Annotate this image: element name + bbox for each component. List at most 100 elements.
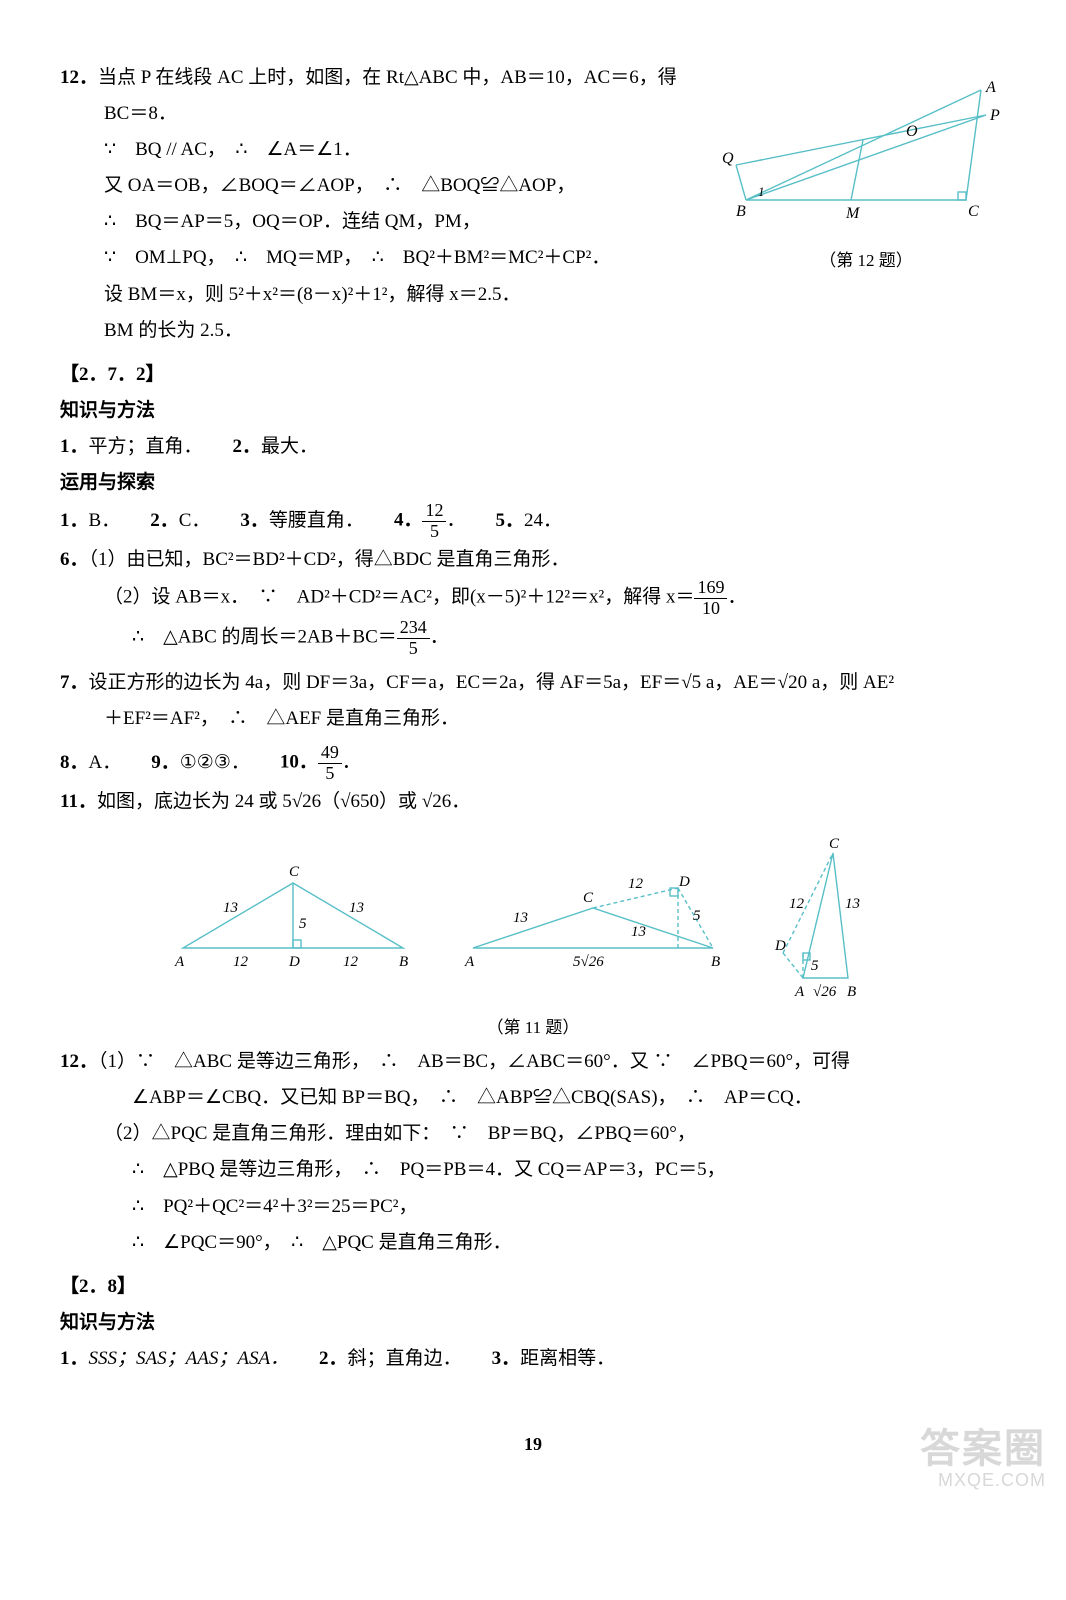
- z2-2n: 2．: [319, 1348, 348, 1369]
- z2-1t: SSS；SAS；AAS；ASA．: [89, 1348, 290, 1369]
- svg-text:D: D: [288, 954, 300, 970]
- a8t: A．: [89, 752, 122, 773]
- svg-text:13: 13: [631, 924, 646, 940]
- a2n: 2．: [150, 510, 179, 531]
- problem-6: 6．（1）由已知，BC²＝BD²＋CD²，得△BDC 是直角三角形． （2）设 …: [60, 542, 1006, 659]
- heading-yyts: 运用与探索: [60, 465, 1006, 501]
- svg-text:C: C: [829, 836, 840, 852]
- answers-8-10: 8．A． 9．①②③． 10．495．: [60, 743, 1006, 784]
- problem-12b: 12．（1）∵ △ABC 是等边三角形， ∴ AB＝BC，∠ABC＝60°．又 …: [60, 1044, 1006, 1261]
- svg-text:12: 12: [628, 876, 644, 892]
- lbl-B: B: [736, 203, 746, 220]
- svg-text:13: 13: [845, 896, 860, 912]
- problem-11: 11．如图，底边长为 24 或 5√26（√650）或 √26．: [60, 784, 1006, 820]
- z2-3t: 距离相等．: [520, 1348, 615, 1369]
- a4frac: 125: [422, 501, 446, 542]
- figure-12: A P O Q B M C 1 （第 12 题）: [726, 80, 1006, 277]
- yyts-row1: 1．B． 2．C． 3．等腰直角． 4．125． 5．24．: [60, 501, 1006, 542]
- a3t: 等腰直角．: [269, 510, 364, 531]
- p12b-b4: ∴ ∠PQC＝90°， ∴ △PQC 是直角三角形．: [60, 1225, 1006, 1261]
- watermark-line1: 答案圈: [920, 1427, 1046, 1471]
- p12a-l6: ∵ OM⊥PQ， ∴ MQ＝MP， ∴ BQ²＋BM²＝MC²＋CP²．: [60, 240, 700, 276]
- zsff-2-n: 2．: [233, 436, 262, 457]
- zsff-2-t: 最大．: [261, 436, 318, 457]
- a3n: 3．: [240, 510, 269, 531]
- p12a-l4: 又 OA＝OB，∠BOQ＝∠AOP， ∴ △BOQ≌△AOP，: [60, 168, 700, 204]
- p12a-l7: 设 BM＝x，则 5²＋x²＝(8－x)²＋1²，解得 x＝2.5．: [60, 277, 700, 313]
- figure-11a: C 13 13 5 A 12 D 12 B: [163, 838, 423, 978]
- p7-num: 7．: [60, 672, 89, 693]
- svg-text:12: 12: [789, 896, 805, 912]
- lbl-C: C: [968, 203, 979, 220]
- svg-text:12: 12: [233, 954, 249, 970]
- figure-11b: 13 C 12 D 13 5 A 5√26 B: [453, 838, 743, 978]
- heading-zsff: 知识与方法: [60, 393, 1006, 429]
- svg-text:5: 5: [299, 916, 307, 932]
- svg-text:13: 13: [513, 910, 528, 926]
- svg-text:B: B: [399, 954, 408, 970]
- svg-text:C: C: [289, 864, 300, 880]
- p12a-l1: 当点 P 在线段 AC 上时，如图，在 Rt△ABC 中，AB＝10，AC＝6，…: [98, 67, 677, 88]
- problem-12a: 12．当点 P 在线段 AC 上时，如图，在 Rt△ABC 中，AB＝10，AC…: [60, 60, 700, 349]
- p6-b1frac: 16910: [694, 578, 727, 619]
- figure-12-svg: A P O Q B M C 1: [736, 80, 996, 230]
- right-angle-c: [958, 192, 966, 200]
- svg-text:5: 5: [811, 958, 819, 974]
- line-bq: [736, 165, 746, 200]
- p12b-a: （1）∵ △ABC 是等边三角形， ∴ AB＝BC，∠ABC＝60°．又 ∵ ∠…: [98, 1051, 850, 1072]
- line-bp: [746, 115, 986, 200]
- lbl-P: P: [989, 107, 1000, 124]
- svg-text:√26: √26: [813, 984, 837, 1000]
- z2-2t: 斜；直角边．: [348, 1348, 462, 1369]
- zsff-answers: 1．平方；直角． 2．最大．: [60, 429, 1006, 465]
- p6-num: 6．: [60, 549, 89, 570]
- lbl-Q: Q: [722, 150, 734, 167]
- p12a-l2: BC＝8．: [60, 96, 700, 132]
- p12b-b: （2）△PQC 是直角三角形．理由如下： ∵ BP＝BQ，∠PBQ＝60°，: [60, 1116, 1006, 1152]
- svg-text:B: B: [847, 984, 856, 1000]
- z2-1n: 1．: [60, 1348, 89, 1369]
- a5n: 5．: [495, 510, 524, 531]
- svg-text:13: 13: [349, 900, 364, 916]
- p7-l1: 设正方形的边长为 4a，则 DF＝3a，CF＝a，EC＝2a，得 AF＝5a，E…: [89, 672, 895, 693]
- sec-28: 【2．8】: [60, 1269, 1006, 1305]
- lbl-M: M: [845, 205, 861, 222]
- a4tail: ．: [446, 510, 465, 531]
- page-number: 19: [60, 1427, 1006, 1461]
- p12a-l3: ∵ BQ // AC， ∴ ∠A＝∠1．: [60, 132, 700, 168]
- line-ab: [746, 90, 981, 200]
- a10tail: ．: [342, 752, 361, 773]
- lbl-O: O: [906, 123, 918, 140]
- a8n: 8．: [60, 752, 89, 773]
- p6-c1frac: 2345: [397, 618, 430, 659]
- p6-c1tail: ．: [430, 627, 449, 648]
- figure-12-caption: （第 12 题）: [726, 245, 1006, 277]
- svg-text:A: A: [464, 954, 475, 970]
- svg-text:B: B: [711, 954, 720, 970]
- p6-a: （1）由已知，BC²＝BD²＋CD²，得△BDC 是直角三角形．: [89, 549, 570, 570]
- p6-b1: （2）设 AB＝x． ∵ AD²＋CD²＝AC²，即(x－5)²＋12²＝x²，…: [104, 586, 694, 607]
- a1t: B．: [89, 510, 121, 531]
- svg-text:12: 12: [343, 954, 359, 970]
- z2-3n: 3．: [492, 1348, 521, 1369]
- lbl-ang1: 1: [758, 184, 765, 199]
- a2t: C．: [179, 510, 211, 531]
- p6-c1: ∴ △ABC 的周长＝2AB＋BC＝: [132, 627, 397, 648]
- p6-b1tail: ．: [727, 586, 746, 607]
- p12b-a2: ∠ABP＝∠CBQ．又已知 BP＝BQ， ∴ △ABP≌△CBQ(SAS)， ∴…: [60, 1080, 1006, 1116]
- p12a-l5: ∴ BQ＝AP＝5，OQ＝OP．连结 QM，PM，: [60, 204, 700, 240]
- a5t: 24．: [524, 510, 562, 531]
- svg-text:5: 5: [693, 908, 701, 924]
- figure-11-row: C 13 13 5 A 12 D 12 B 13 C 12 D 13 5 A 5…: [60, 838, 1006, 1008]
- svg-text:D: D: [678, 874, 690, 890]
- p11-num: 11．: [60, 791, 97, 812]
- p12a-num: 12．: [60, 67, 98, 88]
- a4n: 4．: [394, 510, 423, 531]
- svg-text:C: C: [583, 890, 594, 906]
- a9n: 9．: [151, 752, 180, 773]
- a10frac: 495: [318, 743, 342, 784]
- p12b-num: 12．: [60, 1051, 98, 1072]
- sec-272: 【2．7．2】: [60, 357, 1006, 393]
- problem-7: 7．设正方形的边长为 4a，则 DF＝3a，CF＝a，EC＝2a，得 AF＝5a…: [60, 665, 1006, 737]
- p11-text: 如图，底边长为 24 或 5√26（√650）或 √26．: [97, 791, 470, 812]
